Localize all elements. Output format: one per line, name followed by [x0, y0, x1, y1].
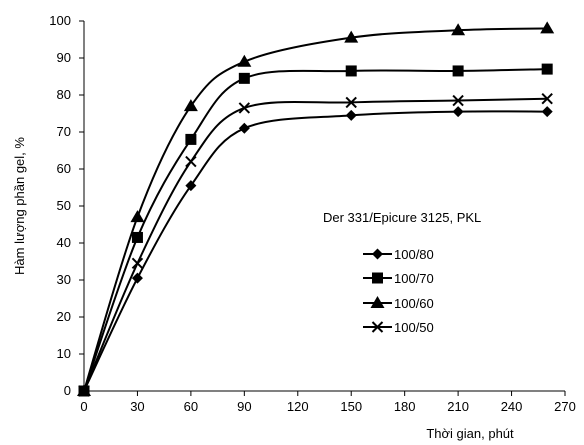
data-point: [185, 180, 197, 192]
cross-stroke: [78, 385, 90, 397]
legend-item: 100/60: [363, 296, 434, 311]
legend-item: 100/80: [363, 247, 434, 262]
legend-label: 100/50: [394, 320, 434, 335]
cross-stroke: [131, 257, 144, 270]
cross-stroke: [345, 96, 357, 109]
legend-label: 100/70: [394, 271, 434, 286]
legend-label: 100/80: [394, 247, 434, 262]
data-point: [452, 65, 464, 77]
x-tick-label: 150: [340, 399, 362, 414]
data-point: [185, 155, 197, 168]
series-100-60: [77, 21, 555, 396]
legend-title: Der 331/Epicure 3125, PKL: [323, 210, 481, 225]
y-tick-label: 40: [57, 235, 71, 250]
x-tick-label: 0: [80, 399, 87, 414]
legend-marker: [370, 296, 385, 308]
y-tick-label: 80: [57, 87, 71, 102]
legend-marker: [371, 321, 384, 333]
legend: Der 331/Epicure 3125, PKL 100/80 100/70 10…: [323, 210, 481, 335]
x-tick-label: 240: [501, 399, 523, 414]
legend-item: 100/50: [363, 320, 434, 335]
x-tick-label: 90: [237, 399, 251, 414]
series-100-70: [78, 63, 553, 397]
legend-label: 100/60: [394, 296, 434, 311]
y-tick-label: 10: [57, 346, 71, 361]
data-point: [452, 106, 464, 118]
cross-stroke: [185, 155, 197, 168]
data-point: [541, 63, 553, 75]
x-tick-label: 270: [554, 399, 576, 414]
data-point: [541, 106, 553, 118]
cross-stroke: [452, 94, 464, 107]
x-tick-label: 30: [130, 399, 144, 414]
y-tick-label: 50: [57, 198, 71, 213]
x-tick-label: 60: [184, 399, 198, 414]
y-tick-label: 70: [57, 124, 71, 139]
data-point: [131, 257, 144, 270]
cross-stroke: [238, 102, 251, 114]
x-tick-label: 180: [394, 399, 416, 414]
legend-marker: [372, 272, 383, 284]
data-point: [451, 23, 466, 36]
data-point: [540, 21, 555, 34]
data-point: [131, 272, 143, 284]
series-100-80: [78, 106, 553, 397]
y-tick-label: 20: [57, 309, 71, 324]
y-tick-label: 60: [57, 161, 71, 176]
y-tick-label: 100: [49, 13, 71, 28]
data-point: [131, 231, 143, 243]
data-point: [185, 133, 197, 145]
data-point: [541, 92, 553, 105]
data-point: [130, 210, 145, 223]
data-point: [345, 109, 357, 121]
data-point: [452, 94, 464, 107]
x-tick-label: 210: [447, 399, 469, 414]
series-line: [83, 97, 548, 392]
data-point: [344, 30, 359, 43]
y-tick-label: 0: [64, 383, 71, 398]
cross-stroke: [541, 92, 553, 105]
legend-marker: [372, 248, 383, 260]
axes: 0 10 20 30 40 50 60 70 80 90 100 0 30 60 90 120 150 180 21…: [49, 13, 576, 414]
data-point: [237, 54, 252, 67]
legend-item: 100/70: [363, 271, 434, 286]
data-point: [345, 65, 357, 77]
x-axis-label: Thời gian, phút: [426, 426, 514, 441]
data-point: [345, 96, 357, 109]
data-point: [183, 99, 198, 112]
series-layer: [77, 21, 555, 397]
y-tick-label: 30: [57, 272, 71, 287]
series-line: [83, 110, 548, 392]
data-point: [238, 72, 250, 84]
y-tick-label: 90: [57, 50, 71, 65]
cross-stroke: [371, 321, 384, 333]
data-point: [238, 122, 250, 134]
data-point: [238, 102, 251, 114]
x-tick-label: 120: [287, 399, 309, 414]
y-axis-label: Hàm lượng phần gel, %: [12, 137, 27, 275]
data-point: [78, 385, 90, 397]
series-100-50: [78, 92, 553, 397]
